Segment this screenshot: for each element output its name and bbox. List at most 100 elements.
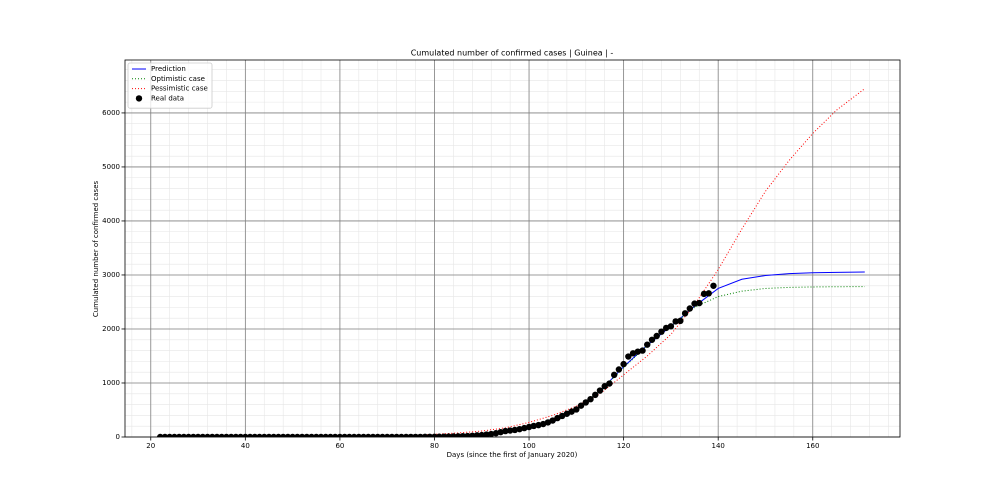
- x-tick-label: 80: [430, 442, 439, 450]
- data-point: [658, 328, 665, 335]
- data-point: [700, 290, 708, 298]
- data-point: [350, 433, 358, 437]
- x-tick-label: 40: [241, 442, 250, 450]
- x-tick-label: 60: [335, 442, 344, 450]
- data-point: [161, 433, 169, 437]
- data-point: [677, 317, 684, 325]
- data-point: [573, 406, 580, 413]
- data-point: [393, 433, 400, 437]
- legend-label: Pessimistic case: [151, 85, 208, 93]
- data-point: [322, 433, 329, 437]
- data-point: [506, 427, 514, 434]
- data-point: [171, 433, 178, 437]
- data-point: [596, 387, 604, 394]
- y-axis-label: Cumulated number of confirmed cases: [92, 180, 100, 317]
- x-axis-label: Days (since the first of January 2020): [447, 451, 578, 459]
- data-point: [686, 305, 694, 312]
- data-point: [336, 433, 344, 437]
- data-point: [407, 433, 415, 437]
- data-point: [213, 433, 221, 437]
- legend-marker: [135, 95, 143, 102]
- data-point: [308, 433, 315, 437]
- data-point: [696, 299, 703, 307]
- data-point: [478, 431, 485, 437]
- data-point: [379, 433, 386, 437]
- data-point: [284, 433, 292, 437]
- data-point: [199, 433, 206, 437]
- data-point: [223, 433, 230, 437]
- y-tick-label: 2000: [102, 325, 120, 333]
- data-point: [644, 341, 651, 348]
- data-point: [261, 433, 268, 437]
- data-point: [402, 433, 410, 437]
- data-point: [369, 433, 377, 437]
- data-point: [256, 433, 263, 437]
- data-point: [166, 433, 173, 437]
- data-point: [483, 431, 490, 437]
- data-point: [275, 433, 282, 437]
- legend-label: Optimistic case: [151, 75, 205, 83]
- data-point: [294, 433, 301, 437]
- data-point: [237, 433, 244, 437]
- x-tick-label: 100: [522, 442, 535, 450]
- data-point: [587, 395, 594, 403]
- data-point: [270, 433, 277, 437]
- data-point: [398, 433, 405, 437]
- data-point: [303, 433, 311, 437]
- data-point: [279, 433, 287, 437]
- x-tick-label: 20: [146, 442, 155, 450]
- data-point: [190, 433, 197, 437]
- legend-label: Prediction: [151, 65, 186, 73]
- data-point: [592, 391, 599, 399]
- chart-title: Cumulated number of confirmed cases | Gu…: [411, 49, 614, 58]
- x-tick-label: 140: [712, 442, 725, 450]
- data-point: [331, 433, 339, 437]
- data-point: [681, 310, 689, 317]
- data-point: [209, 433, 216, 437]
- data-point: [365, 433, 372, 437]
- data-point: [601, 383, 608, 390]
- data-point: [620, 360, 627, 368]
- data-point: [180, 433, 188, 437]
- data-point: [625, 353, 632, 360]
- data-point: [653, 332, 660, 340]
- data-point: [218, 433, 225, 437]
- y-tick-label: 1000: [102, 379, 120, 387]
- plot-frame: [124, 59, 901, 438]
- data-point: [185, 433, 192, 437]
- data-point: [672, 318, 679, 325]
- data-point: [606, 380, 613, 387]
- data-point: [705, 290, 712, 297]
- y-tick-label: 4000: [102, 217, 120, 225]
- y-tick-label: 3000: [102, 271, 120, 279]
- data-point: [502, 427, 509, 435]
- data-point: [317, 433, 325, 437]
- data-point: [175, 433, 183, 437]
- y-tick-label: 5000: [102, 163, 120, 171]
- data-point: [355, 433, 363, 437]
- data-point: [313, 433, 320, 437]
- data-point: [360, 433, 367, 437]
- data-point: [265, 433, 273, 437]
- data-point: [388, 433, 396, 437]
- data-point: [383, 433, 391, 437]
- data-point: [488, 430, 495, 437]
- data-point: [610, 371, 618, 379]
- data-point: [473, 432, 481, 437]
- legend-label: Real data: [151, 94, 184, 102]
- data-point: [194, 433, 202, 437]
- data-point: [667, 323, 675, 330]
- data-point: [615, 366, 623, 373]
- data-point: [157, 433, 164, 437]
- data-point: [577, 402, 585, 409]
- data-point: [691, 300, 698, 307]
- data-point: [346, 433, 353, 437]
- data-point: [298, 433, 306, 437]
- data-point: [639, 347, 646, 354]
- data-point: [710, 282, 717, 289]
- data-point: [530, 422, 537, 430]
- data-point: [204, 433, 211, 437]
- x-tick-label: 160: [806, 442, 819, 450]
- data-point: [511, 426, 519, 434]
